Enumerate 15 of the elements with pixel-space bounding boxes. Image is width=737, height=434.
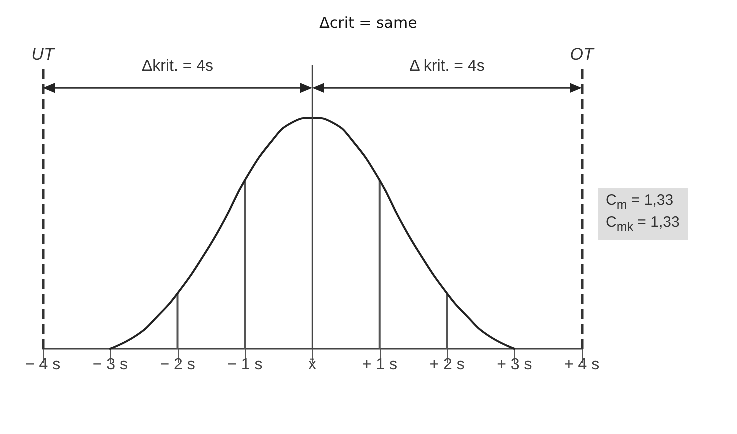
x-tick-label: + 3 s <box>497 356 532 374</box>
text: C$_{m}$ = 1,33 C$_{mk}$ = 1,33 <box>598 188 688 240</box>
x-tick-label: + 2 s <box>430 356 465 374</box>
chart-title: Δcrit = same <box>318 14 418 32</box>
text: Δkrit. = 4s <box>142 58 214 76</box>
x-tick-label: − 3 s <box>92 356 128 374</box>
text: Δ krit. = 4s <box>410 58 485 76</box>
ref-line-label: UT <box>32 45 56 64</box>
x-tick-label: x̄ <box>308 356 316 374</box>
x-tick-label: − 1 s <box>228 356 263 374</box>
x-tick-label: − 2 s <box>160 356 196 374</box>
ref-line-label: OT <box>570 45 596 64</box>
x-tick-label: + 1 s <box>362 356 398 374</box>
x-tick-label: − 4 s <box>25 356 61 374</box>
x-tick-label: + 4 s <box>564 356 600 374</box>
